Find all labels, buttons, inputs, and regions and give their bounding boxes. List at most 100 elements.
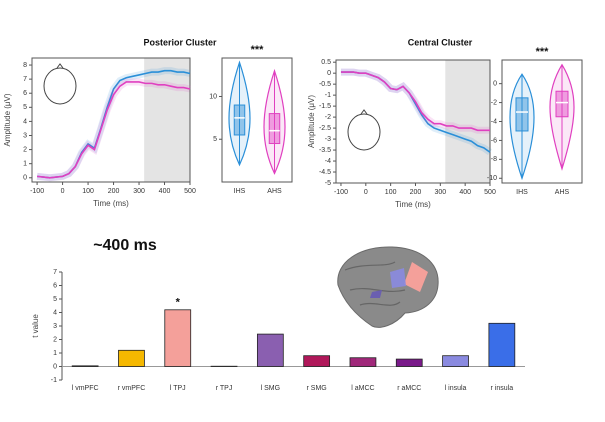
x-tick-label: l TPJ: [170, 385, 186, 392]
plot-frame: [31, 57, 191, 183]
bar: [303, 355, 331, 367]
y-tick-label: 6: [53, 282, 57, 289]
y-tick-label: 5: [213, 136, 217, 143]
y-tick-label: -8: [491, 156, 497, 163]
y-tick-label: -6: [491, 137, 497, 144]
scalp-icon: [347, 113, 381, 151]
x-axis-label: Time (ms): [93, 199, 129, 208]
y-tick-label: -5: [325, 180, 331, 187]
y-tick-label: 8: [23, 62, 27, 69]
chart-title: ~400 ms: [93, 237, 157, 254]
x-tick-label: IHS: [234, 188, 246, 195]
y-tick-label: -4.5: [319, 169, 331, 176]
y-tick-label: 0: [23, 175, 27, 182]
x-tick-label: l SMG: [261, 385, 280, 392]
bar: [256, 333, 284, 367]
x-tick-label: 300: [133, 188, 145, 195]
x-axis-label: Time (ms): [395, 200, 431, 209]
x-tick-label: 100: [82, 188, 94, 195]
significance: ***: [536, 46, 550, 58]
y-axis-label: Amplitude (μV): [307, 95, 316, 148]
y-tick-label: 4: [23, 118, 27, 125]
plot-frame: [221, 57, 293, 183]
y-tick-label: 5: [23, 104, 27, 111]
x-tick-label: 400: [159, 188, 171, 195]
y-tick-label: 0.5: [321, 59, 331, 66]
highlight-window: [144, 58, 190, 182]
y-tick-label: 7: [23, 76, 27, 83]
x-tick-label: 300: [434, 189, 446, 196]
x-tick-label: AHS: [555, 189, 570, 196]
x-tick-label: r TPJ: [216, 385, 233, 392]
y-tick-label: -1: [51, 377, 57, 384]
y-tick-label: 4: [53, 309, 57, 316]
y-tick-label: 1: [23, 161, 27, 168]
x-tick-label: l vmPFC: [72, 385, 99, 392]
bar-chart: ~400 ms t value -1 0 1 2 3 4 5 6 7 l vmPFC r vmPFC l …: [31, 237, 525, 392]
brain-region-smg: [370, 290, 382, 298]
y-tick-label: -4: [491, 118, 497, 125]
series-line: [37, 81, 191, 179]
x-tick-label: 200: [108, 188, 120, 195]
box: [268, 113, 281, 145]
plot-frame: [501, 59, 583, 184]
y-tick-label: -2.5: [319, 125, 331, 132]
chart-title: Central Cluster: [408, 37, 473, 47]
x-tick-label: 500: [484, 189, 496, 196]
significance: ***: [251, 44, 265, 56]
y-tick-label: 3: [53, 323, 57, 330]
y-tick-label: 10: [209, 93, 217, 100]
x-tick-label: r SMG: [307, 385, 327, 392]
x-tick-label: l aMCC: [351, 385, 374, 392]
x-tick-label: 100: [385, 189, 397, 196]
brain-region-tpj: [404, 262, 428, 292]
x-tick-label: r insula: [491, 385, 514, 392]
y-tick-label: -3.5: [319, 147, 331, 154]
x-tick-label: -100: [30, 188, 44, 195]
y-tick-label: -1.5: [319, 103, 331, 110]
x-tick-label: r aMCC: [397, 385, 421, 392]
scalp-nose: [360, 109, 368, 115]
y-tick-label: -3: [325, 136, 331, 143]
series-line: [340, 71, 490, 132]
y-tick-label: 5: [53, 296, 57, 303]
y-tick-label: 3: [23, 132, 27, 139]
x-tick-label: r vmPFC: [118, 385, 146, 392]
x-tick-label: l insula: [445, 385, 467, 392]
x-tick-label: 200: [410, 189, 422, 196]
bar: [164, 309, 192, 367]
scalp-nose: [56, 63, 64, 69]
x-tick-label: -100: [334, 189, 348, 196]
y-axis-label: Amplitude (μV): [3, 93, 12, 146]
x-tick-label: 0: [61, 188, 65, 195]
box-chart: 5 10 *** IHS AHS: [209, 44, 293, 195]
x-tick-label: 0: [364, 189, 368, 196]
y-tick-label: -4: [325, 158, 331, 165]
x-tick-label: IHS: [516, 189, 528, 196]
brain-region-insula: [390, 268, 406, 288]
bar: [442, 355, 469, 367]
bar: [395, 358, 423, 367]
line-chart: Posterior Cluster Amplitude (μV) Time (ms)…: [3, 37, 217, 208]
box: [515, 97, 529, 132]
x-tick-label: 500: [184, 188, 196, 195]
y-tick-label: -2: [491, 99, 497, 106]
bar: [71, 365, 99, 367]
y-tick-label: -0.5: [319, 81, 331, 88]
bar: [118, 349, 145, 367]
y-tick-label: -10: [487, 175, 497, 182]
chart-title: Posterior Cluster: [143, 37, 217, 47]
y-tick-label: -1: [325, 92, 331, 99]
box: [233, 104, 246, 136]
bar: [488, 322, 516, 367]
x-tick-label: AHS: [267, 188, 282, 195]
x-tick-label: 400: [459, 189, 471, 196]
y-tick-label: 2: [53, 336, 57, 343]
scalp-icon: [43, 67, 77, 105]
bar: [349, 357, 377, 367]
y-tick-label: -2: [325, 114, 331, 121]
brain-shape: [337, 246, 439, 328]
brain-render: [337, 246, 439, 328]
highlight-window: [445, 60, 490, 183]
